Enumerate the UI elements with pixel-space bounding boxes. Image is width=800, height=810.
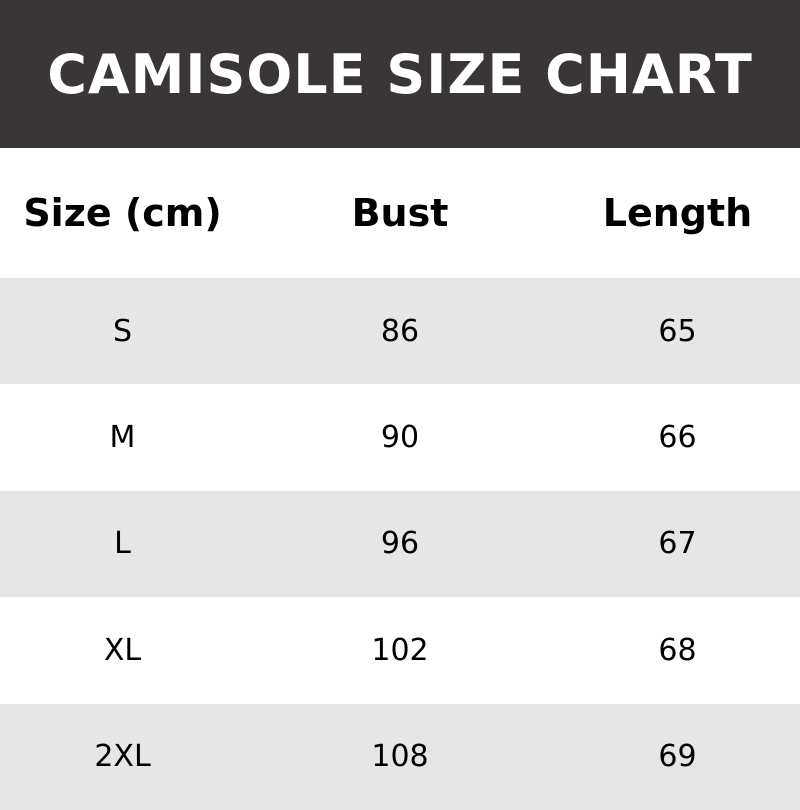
length-cell: 69 [555,703,800,810]
title-banner: CAMISOLE SIZE CHART [0,0,800,148]
header-row: Size (cm) Bust Length [0,148,800,278]
table-row: M 90 66 [0,384,800,490]
size-table: Size (cm) Bust Length S 86 65 M 90 66 L 96 67 XL 1… [0,148,800,810]
column-header-bust: Bust [351,191,449,235]
size-cell: XL [103,632,142,668]
length-cell: 65 [555,278,800,385]
chart-title: CAMISOLE SIZE CHART [47,42,753,106]
column-header-length: Length [602,191,753,235]
table-row: 2XL 108 69 [0,703,800,810]
bust-cell: 90 [380,420,420,456]
bust-cell: 102 [371,632,429,668]
length-cell: 67 [555,490,800,598]
table-row: XL 102 68 [0,597,800,703]
size-cell: 2XL [0,703,245,810]
column-header-size: Size (cm) [23,191,222,235]
length-cell: 68 [658,632,697,668]
bust-cell: 108 [245,703,555,810]
table-row: L 96 67 [0,490,800,598]
size-cell: L [0,490,245,598]
length-cell: 66 [658,420,697,456]
size-cell: M [109,420,136,456]
table-row: S 86 65 [0,278,800,385]
bust-cell: 86 [245,278,555,385]
size-cell: S [0,278,245,385]
bust-cell: 96 [245,490,555,598]
